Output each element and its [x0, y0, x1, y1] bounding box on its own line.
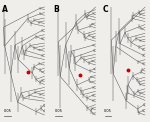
- Text: C: C: [103, 5, 109, 14]
- Text: 0.05: 0.05: [4, 109, 11, 113]
- Text: A: A: [2, 5, 8, 14]
- Text: B: B: [53, 5, 59, 14]
- Text: 0.05: 0.05: [104, 109, 112, 113]
- Text: 0.05: 0.05: [55, 109, 62, 113]
